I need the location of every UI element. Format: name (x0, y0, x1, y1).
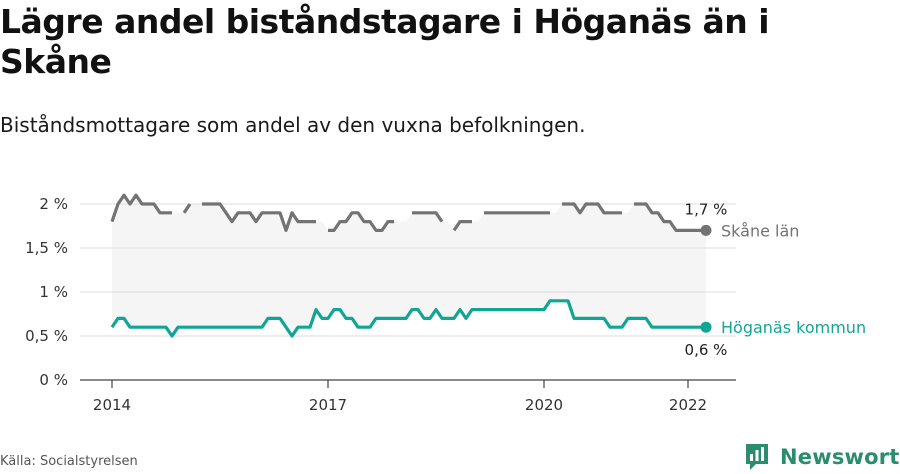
y-tick-label: 2 % (39, 195, 68, 213)
chart-title: Lägre andel biståndstagare i Höganäs än … (0, 2, 770, 81)
series-skane-lan-line (110, 193, 706, 232)
brand-logo: Newsworthy (744, 440, 900, 474)
x-tick-label: 2017 (309, 396, 347, 414)
y-tick-label: 1,5 % (25, 239, 68, 257)
series-hoganas-kommun-line-end-marker (700, 321, 712, 333)
y-tick-label: 0 % (39, 371, 68, 389)
brand-name: Newsworthy (780, 445, 900, 469)
source-note: Källa: Socialstyrelsen (0, 454, 138, 469)
series-label-skane-lan: Skåne län (721, 221, 799, 240)
end-value-label-skane-lan: 1,7 % (685, 200, 728, 218)
series-hoganas-kommun-line (110, 299, 706, 338)
newsworthy-logo-icon (746, 444, 768, 470)
x-tick-label: 2020 (525, 396, 563, 414)
y-tick-label: 0,5 % (25, 327, 68, 345)
x-tick-label: 2022 (669, 396, 707, 414)
chart-subtitle: Biståndsmottagare som andel av den vuxna… (0, 113, 586, 137)
series-skane-lan-line-end-marker (700, 224, 712, 236)
series-label-hoganas-kommun: Höganäs kommun (721, 318, 866, 337)
line-chart: 0 % 0,5 % 1 % 1,5 % 2 % 2014 2017 2020 2022 Skåne… (25, 193, 866, 414)
x-tick-label: 2014 (93, 396, 131, 414)
y-tick-label: 1 % (39, 283, 68, 301)
end-value-label-hoganas-kommun: 0,6 % (685, 341, 728, 359)
